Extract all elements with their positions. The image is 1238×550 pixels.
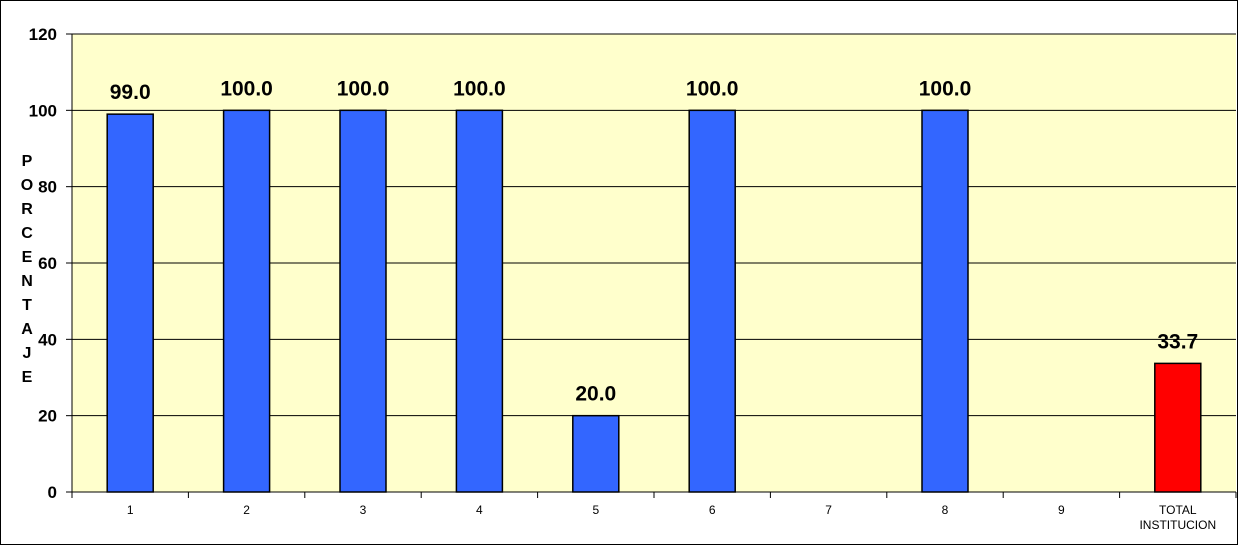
bar — [688, 109, 736, 493]
x-tick-label: 7 — [825, 503, 832, 517]
bar — [921, 109, 969, 493]
data-label: 33.7 — [1157, 330, 1198, 353]
y-axis-title-letter: O — [21, 177, 33, 194]
axes — [66, 33, 1237, 498]
y-tick-label: 40 — [38, 330, 57, 349]
data-label: 100.0 — [919, 77, 972, 100]
y-tick-label: 100 — [29, 101, 57, 120]
x-tick-label: 3 — [360, 503, 367, 517]
y-tick-label: 20 — [38, 407, 57, 426]
y-axis-title-letter: J — [23, 345, 32, 362]
x-tick-label: 2 — [243, 503, 250, 517]
y-tick-label: 120 — [29, 25, 57, 44]
y-axis-title-letter: A — [21, 321, 33, 338]
x-tick-label: 1 — [127, 503, 134, 517]
data-label: 100.0 — [337, 77, 390, 100]
data-label: 100.0 — [686, 77, 739, 100]
data-label: 100.0 — [453, 77, 506, 100]
bar — [222, 109, 271, 493]
x-tick-label: TOTAL — [1159, 503, 1197, 517]
labels: 0 20 40 60 80 100 120 99.0 1 100.0 2 100.0 3 100.0 4 20… — [21, 25, 1216, 532]
data-label: 20.0 — [575, 383, 616, 406]
bar — [339, 109, 387, 493]
y-axis-title-letter: R — [21, 201, 33, 218]
x-tick-label: 9 — [1058, 503, 1065, 517]
data-label: 99.0 — [110, 81, 151, 104]
y-axis-title-letter: E — [22, 249, 33, 266]
y-axis-title-letter: E — [22, 369, 33, 386]
x-tick-label: 5 — [592, 503, 599, 517]
bars — [106, 109, 1202, 493]
bar — [1154, 362, 1202, 493]
x-tick-label: 6 — [709, 503, 716, 517]
y-tick-label: 0 — [48, 483, 57, 502]
y-axis-title-letter: N — [21, 273, 33, 290]
bar — [572, 414, 620, 493]
y-axis-title-letter: T — [22, 297, 32, 314]
y-axis-title-letter: C — [21, 225, 33, 242]
x-tick-label: 8 — [942, 503, 949, 517]
y-tick-label: 80 — [38, 178, 57, 197]
x-tick-label: 4 — [476, 503, 483, 517]
y-tick-label: 60 — [38, 254, 57, 273]
x-tick-label: INSTITUCION — [1139, 518, 1216, 532]
bar — [455, 109, 504, 493]
data-label: 100.0 — [220, 77, 273, 100]
bar — [106, 113, 154, 493]
y-axis-title-letter: P — [22, 153, 33, 170]
